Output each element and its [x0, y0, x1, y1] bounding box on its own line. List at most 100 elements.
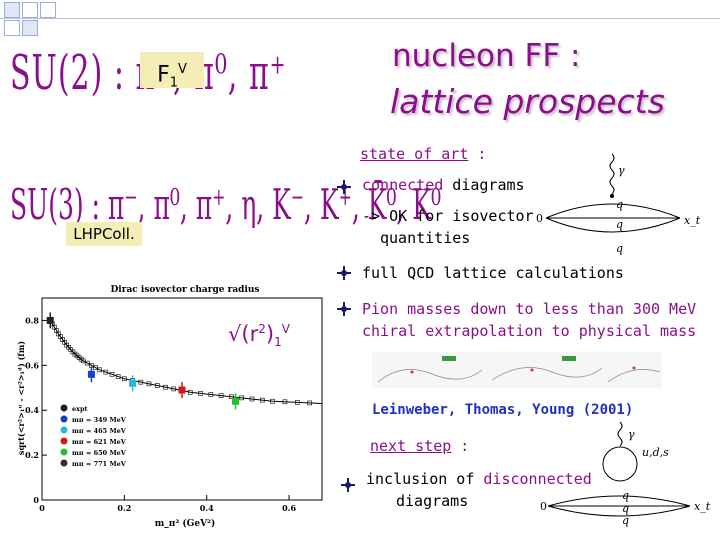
diag1-gamma: γ — [618, 164, 625, 177]
curve-marker — [294, 400, 300, 405]
data-point — [87, 370, 95, 378]
curve-marker — [229, 394, 234, 400]
pion-masses-line2: chiral extrapolation to physical mass — [362, 322, 697, 340]
data-point — [46, 316, 54, 324]
top-rule — [0, 18, 720, 19]
diag1-q2: q — [616, 218, 623, 231]
f1-sup: V — [178, 62, 187, 77]
diag2-q3: q — [622, 514, 629, 527]
bullet-cross-icon — [341, 478, 355, 492]
dirac-radius-chart: Dirac isovector charge radius 0 0.2 0.4 0.6… — [16, 285, 323, 529]
diag2-uds: u,d,s — [642, 446, 669, 459]
radius-sup2: 2 — [258, 322, 266, 336]
y-tick-label: 0.6 — [25, 360, 39, 370]
bullet-cross-icon — [337, 180, 351, 194]
diag2-zero: 0 — [540, 500, 547, 513]
diag2-xt: x_t — [694, 500, 711, 513]
diag1-xt: x_t — [684, 214, 701, 227]
inclusion-line2: diagrams — [396, 492, 469, 510]
curve-marker — [97, 367, 102, 373]
state-of-art-link: state of art — [360, 145, 469, 163]
diag2-gamma: γ — [628, 428, 635, 441]
ok-isovector-line1: -> OK for isovector — [362, 207, 534, 225]
data-point — [129, 379, 137, 387]
diag1-zero: 0 — [536, 212, 543, 225]
state-of-art-heading: state of art : — [360, 145, 486, 163]
curve-marker — [109, 372, 115, 377]
curve-marker — [198, 391, 203, 396]
legend-marker — [60, 426, 68, 434]
thumbnail-plots — [372, 352, 662, 388]
diag1-q3: q — [616, 242, 623, 255]
connected-diagrams-text: connected diagrams — [362, 176, 525, 194]
curve-marker — [249, 396, 255, 402]
f1-label: F — [157, 62, 170, 88]
curve-marker — [154, 383, 160, 388]
next-step-link: next step — [370, 437, 452, 455]
inclusion-word: inclusion of — [366, 470, 484, 488]
curve-marker — [239, 395, 245, 401]
legend-marker — [60, 415, 68, 423]
disconnected-feynman-diagram: γ u,d,s q q q 0 x_t — [540, 421, 711, 527]
curve-marker — [208, 392, 214, 397]
curve-marker — [187, 389, 193, 395]
connected-rest: diagrams — [443, 176, 525, 194]
chart-frame — [41, 297, 323, 501]
fit-curve — [49, 320, 323, 404]
f1-label-box: F1V — [140, 52, 204, 91]
bullet-cross-icon — [337, 266, 351, 280]
slide-title-line1: nucleon FF : — [392, 38, 581, 74]
su3-label: SU(3) : π⁻, π⁰, π⁺, η, K⁻, K⁺, K̄⁰, K⁰ — [10, 180, 442, 230]
curve-marker — [259, 397, 265, 403]
diag2-q2: q — [622, 502, 629, 515]
legend-marker — [60, 459, 68, 467]
legend-marker — [60, 448, 68, 456]
legend-label: mπ = 621 MeV — [72, 438, 127, 446]
y-tick-label: 0 — [33, 495, 39, 505]
curve-marker — [138, 379, 144, 385]
legend-label: expt — [72, 405, 88, 413]
x-tick-label: 0.4 — [200, 503, 214, 513]
chart-ylabel: sqrt(<r²>₁ᵘ - <r²>₁ᵈ) (fm) — [16, 341, 26, 455]
state-colon: : — [468, 145, 487, 163]
connected-word: connected — [362, 176, 444, 194]
f1-sub: 1 — [169, 75, 179, 91]
chart-xlabel: m_π² (GeV²) — [155, 518, 216, 529]
legend-label: mπ = 650 MeV — [72, 449, 127, 457]
legend-label: mπ = 465 MeV — [72, 427, 127, 435]
data-point — [178, 386, 186, 394]
curve-marker — [163, 384, 168, 390]
ok-isovector-line2: quantities — [380, 229, 471, 247]
curve-marker — [146, 381, 152, 387]
curve-marker — [307, 400, 312, 406]
next-step-heading: next step : — [370, 437, 469, 455]
radius-label: √(r2)1V — [228, 322, 290, 349]
curve-marker — [270, 398, 275, 404]
legend-label: mπ = 771 MeV — [72, 460, 127, 468]
radius-close: ) — [265, 322, 275, 346]
curve-marker — [218, 393, 224, 398]
y-tick-label: 0.2 — [25, 450, 39, 460]
disconnected-word: disconnected — [483, 470, 592, 488]
chart-title: Dirac isovector charge radius — [110, 285, 259, 295]
sqrt-symbol: √ — [228, 322, 242, 346]
legend-marker — [60, 404, 68, 412]
legend-label: mπ = 349 MeV — [72, 416, 127, 424]
curve-marker — [122, 376, 127, 382]
x-tick-label: 0 — [39, 503, 45, 513]
x-tick-label: 0.6 — [282, 503, 296, 513]
data-point — [232, 397, 240, 405]
diag2-q1: q — [622, 489, 629, 502]
curve-marker — [282, 399, 288, 405]
lhpc-label: LHPColl. — [66, 222, 142, 246]
connected-feynman-diagram: γ q q q 0 x_t — [536, 153, 701, 255]
next-colon: : — [451, 437, 470, 455]
full-qcd-text: full QCD lattice calculations — [362, 264, 624, 282]
radius-open: (r — [241, 322, 259, 346]
legend-marker — [60, 437, 68, 445]
y-tick-label: 0.4 — [25, 405, 39, 415]
radius-sub1: 1 — [274, 335, 282, 350]
radius-supV: V — [281, 322, 290, 336]
curve-marker — [115, 374, 121, 379]
y-tick-label: 0.8 — [25, 315, 39, 325]
